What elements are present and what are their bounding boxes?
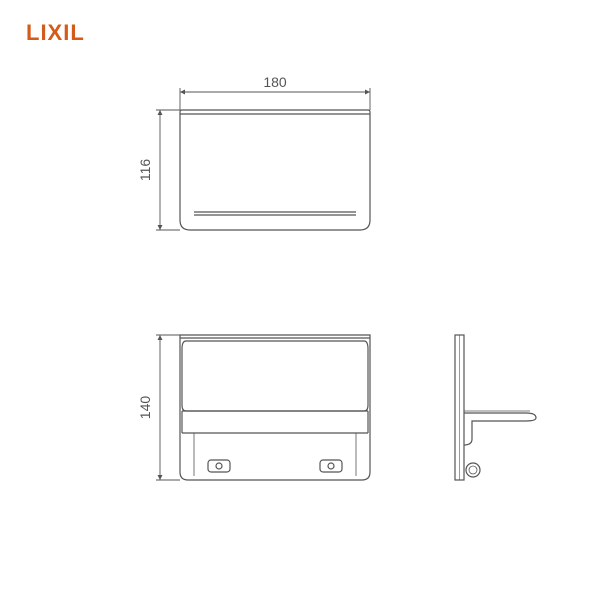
front-view	[180, 335, 370, 480]
side-view	[455, 335, 536, 480]
dimensions: 180 116 140	[137, 74, 370, 480]
top-view	[180, 110, 370, 230]
technical-drawing: 180 116 140	[0, 0, 600, 600]
svg-text:180: 180	[263, 74, 287, 90]
svg-text:140: 140	[137, 396, 153, 420]
svg-text:116: 116	[137, 159, 153, 182]
